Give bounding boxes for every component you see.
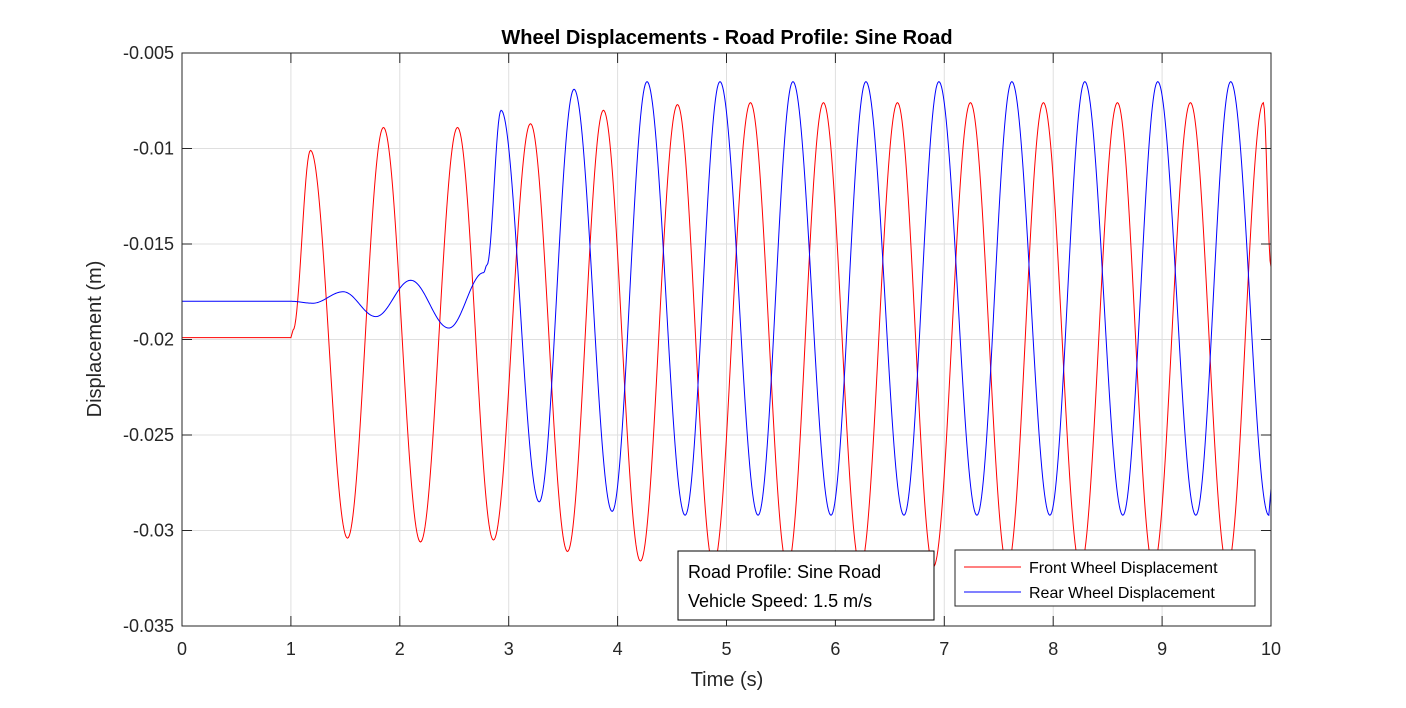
- annotation-box: Road Profile: Sine Road Vehicle Speed: 1…: [677, 550, 935, 621]
- y-tick-label: -0.025: [123, 425, 174, 445]
- legend-frame: [954, 549, 1256, 607]
- x-tick-label: 3: [504, 639, 514, 659]
- x-tick-label: 10: [1261, 639, 1281, 659]
- x-tick-label: 0: [177, 639, 187, 659]
- x-tick-label: 9: [1157, 639, 1167, 659]
- y-axis-label: Displacement (m): [84, 261, 106, 418]
- y-tick-label: -0.005: [123, 43, 174, 63]
- x-axis-label: Time (s): [691, 669, 764, 691]
- y-tick-label: -0.015: [123, 234, 174, 254]
- y-tick-label: -0.01: [133, 139, 174, 159]
- series-layer: [182, 81, 1272, 568]
- annotation-road-profile: Road Profile: Sine Road: [688, 562, 881, 582]
- y-tick-label: -0.03: [133, 521, 174, 541]
- series-rear-wheel-line: [182, 81, 1272, 517]
- x-tick-label: 6: [830, 639, 840, 659]
- legend-label-front: Front Wheel Displacement: [1029, 560, 1218, 577]
- x-tick-label: 2: [395, 639, 405, 659]
- y-tick-label: -0.035: [123, 616, 174, 636]
- y-tick-label: -0.02: [133, 330, 174, 350]
- x-tick-label: 5: [721, 639, 731, 659]
- x-tick-label: 8: [1048, 639, 1058, 659]
- legend-label-rear: Rear Wheel Displacement: [1029, 585, 1215, 602]
- series-front-wheel-line: [182, 101, 1272, 568]
- legend[interactable]: Front Wheel Displacement Rear Wheel Disp…: [954, 549, 1256, 607]
- x-tick-label: 4: [613, 639, 623, 659]
- x-tick-label: 7: [939, 639, 949, 659]
- x-tick-label: 1: [286, 639, 296, 659]
- annotation-frame: [677, 550, 935, 621]
- ticks: 0 1 2 3 4 5 6 7 8 9 10 -0.035 -0.03 -0.025 -0.02 -0.015…: [123, 43, 1281, 659]
- chart-title: Wheel Displacements - Road Profile: Sine…: [501, 27, 952, 49]
- annotation-vehicle-speed: Vehicle Speed: 1.5 m/s: [688, 591, 872, 611]
